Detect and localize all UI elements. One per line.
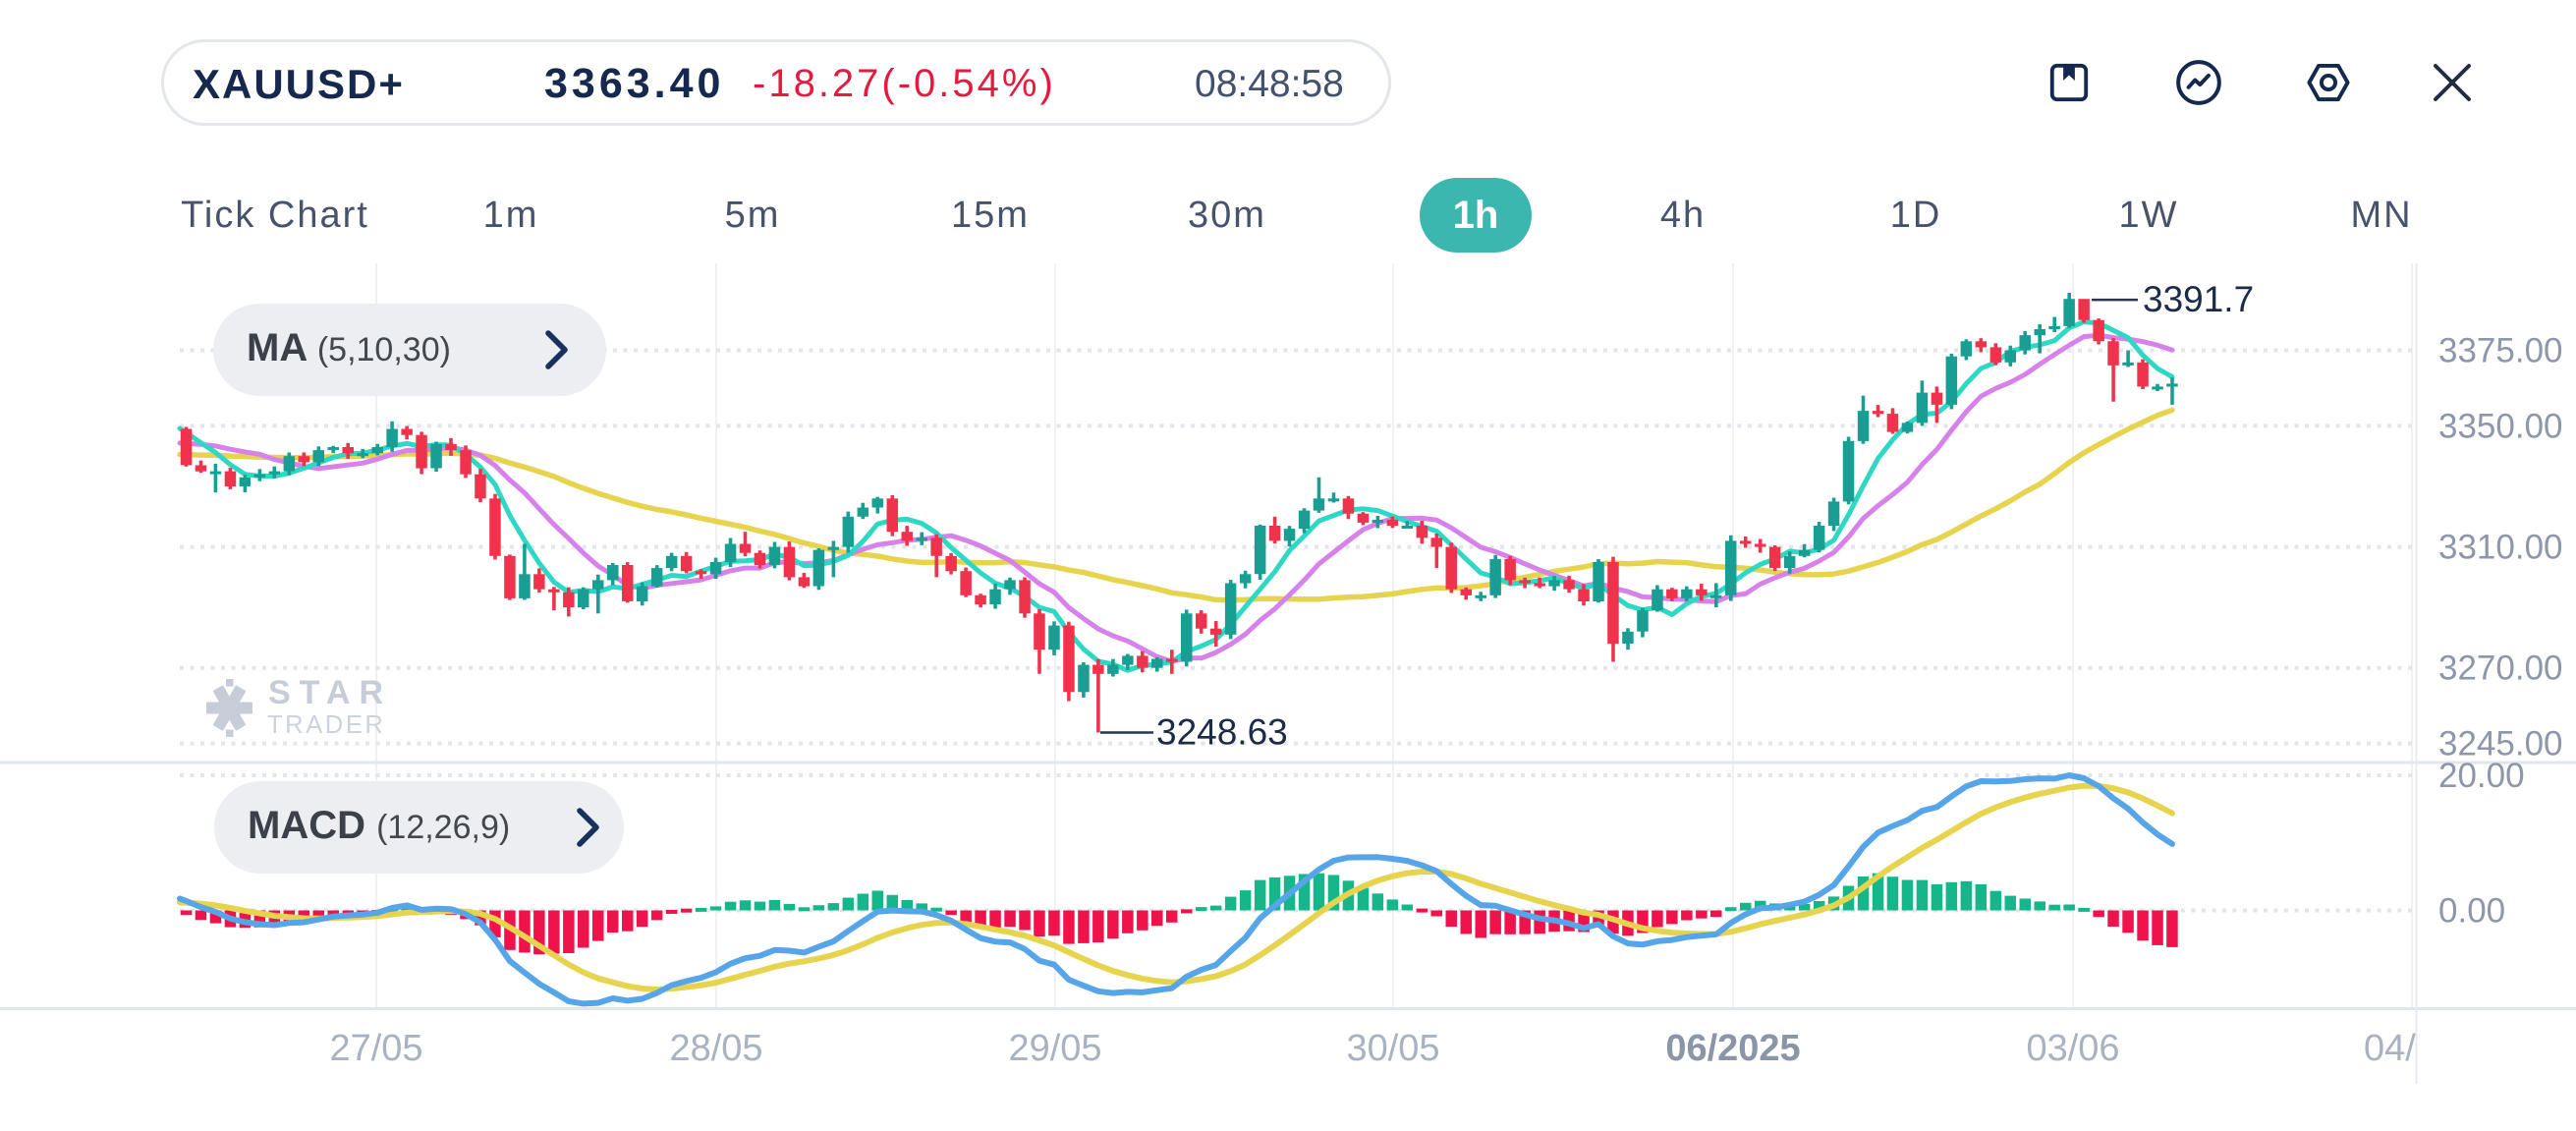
- svg-text:04/: 04/: [2364, 1028, 2416, 1069]
- svg-text:3248.63: 3248.63: [1156, 712, 1288, 753]
- svg-text:0.00: 0.00: [2438, 892, 2505, 931]
- svg-text:29/05: 29/05: [1008, 1028, 1101, 1069]
- svg-text:3310.00: 3310.00: [2438, 529, 2563, 567]
- svg-text:06/2025: 06/2025: [1665, 1028, 1800, 1069]
- svg-text:3245.00: 3245.00: [2438, 725, 2563, 763]
- svg-text:30/05: 30/05: [1346, 1028, 1439, 1069]
- svg-text:27/05: 27/05: [329, 1028, 422, 1069]
- svg-text:3270.00: 3270.00: [2438, 650, 2563, 688]
- svg-text:3375.00: 3375.00: [2438, 332, 2563, 370]
- svg-text:3350.00: 3350.00: [2438, 407, 2563, 445]
- svg-text:TRADER: TRADER: [267, 711, 385, 739]
- svg-text:20.00: 20.00: [2438, 757, 2525, 795]
- svg-text:STAR: STAR: [268, 674, 392, 711]
- svg-text:3391.7: 3391.7: [2143, 279, 2254, 319]
- svg-text:28/05: 28/05: [669, 1028, 762, 1069]
- svg-text:03/06: 03/06: [2026, 1028, 2119, 1069]
